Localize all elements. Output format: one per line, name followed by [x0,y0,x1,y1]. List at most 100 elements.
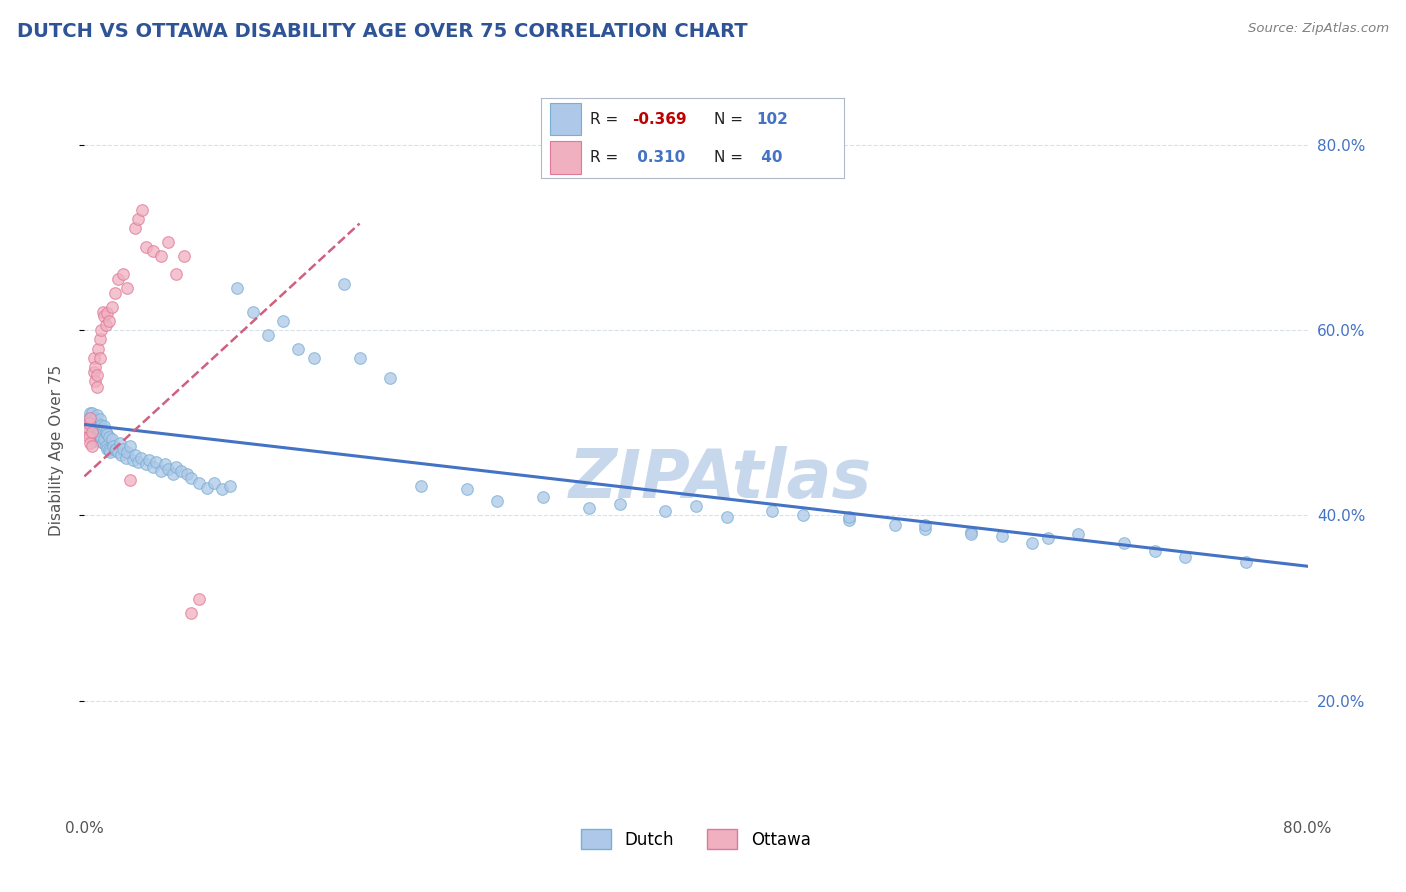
Point [991,529,1014,543]
Text: 40: 40 [756,150,782,165]
Point [180,471,202,485]
Point [87,417,110,431]
Point [127,454,149,468]
Text: -0.369: -0.369 [633,112,686,128]
Text: 0.310: 0.310 [633,150,685,165]
Text: Source: ZipAtlas.com: Source: ZipAtlas.com [1249,22,1389,36]
Point [1021,536,1043,550]
Point [145,454,167,468]
Y-axis label: Disability Age Over 75: Disability Age Over 75 [49,365,63,536]
FancyBboxPatch shape [550,103,581,135]
Point [83,422,105,436]
Point [93,309,115,323]
Point [103,439,125,453]
Point [104,285,127,300]
Point [333,277,356,291]
Point [242,304,264,318]
Point [409,478,432,492]
Point [1114,536,1136,550]
Point [914,517,936,532]
Point [115,281,138,295]
FancyBboxPatch shape [550,142,581,174]
Point [609,497,631,511]
Point [93,433,115,447]
Text: 102: 102 [756,112,787,128]
Point [94,425,117,439]
Point [90,429,112,443]
Point [114,450,136,465]
Point [111,442,134,456]
Point [110,448,132,462]
Text: ZIPAtlas: ZIPAtlas [569,446,872,512]
Point [914,522,936,536]
Point [135,458,157,472]
Point [108,436,131,450]
Point [84,417,107,432]
Point [77,416,100,430]
Point [122,452,145,467]
Point [96,442,118,456]
Point [91,436,114,450]
Point [87,428,110,442]
Point [79,406,101,420]
Point [165,268,187,282]
Point [716,510,738,524]
Point [149,249,172,263]
Point [176,467,198,481]
Point [89,332,111,346]
Point [83,411,105,425]
Point [180,606,202,620]
Point [654,503,676,517]
Point [188,591,211,606]
Point [87,342,110,356]
Point [173,249,195,263]
Point [1067,526,1090,541]
Point [83,365,105,379]
Point [80,429,103,443]
Point [211,483,233,497]
Point [86,419,108,434]
Point [77,411,100,425]
Point [149,464,172,478]
Point [960,526,983,541]
Point [105,442,128,456]
Point [578,500,600,515]
Point [226,281,249,295]
Point [111,268,134,282]
Point [124,221,146,235]
Point [218,478,240,492]
Point [89,434,111,449]
Text: N =: N = [714,112,742,128]
Point [86,380,108,394]
Point [202,475,225,490]
Point [94,318,117,333]
Point [101,300,124,314]
Point [486,494,509,508]
Point [142,244,165,259]
Point [838,513,860,527]
Point [91,422,114,436]
Point [124,448,146,462]
Point [349,351,371,365]
Point [90,418,112,433]
Text: R =: R = [589,150,617,165]
Text: DUTCH VS OTTAWA DISABILITY AGE OVER 75 CORRELATION CHART: DUTCH VS OTTAWA DISABILITY AGE OVER 75 C… [17,22,748,41]
Point [170,464,193,478]
Point [80,425,103,439]
Point [75,425,97,439]
Point [79,411,101,425]
Point [76,420,98,434]
Point [138,452,160,467]
Point [84,360,107,375]
Point [84,374,107,388]
Point [188,475,211,490]
Point [86,368,108,382]
Point [155,458,177,472]
Point [94,439,117,453]
Point [685,499,707,513]
Point [257,327,280,342]
Point [83,434,105,449]
Point [97,443,120,458]
Point [162,467,184,481]
Point [96,426,118,441]
